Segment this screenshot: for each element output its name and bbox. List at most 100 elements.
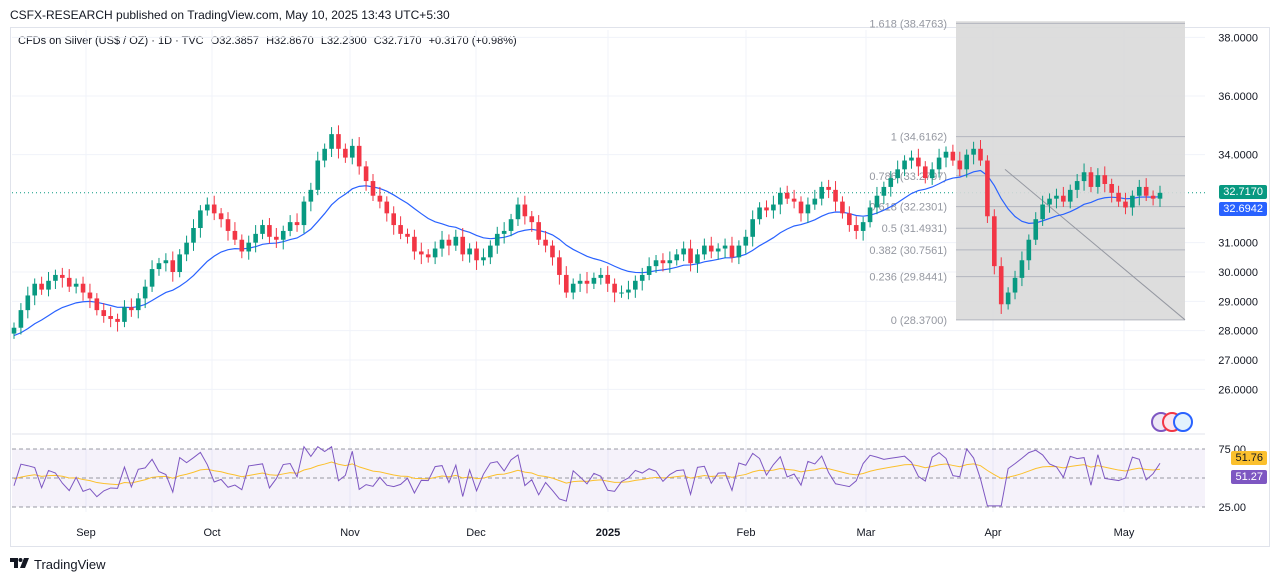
candle-body [1157,192,1163,199]
candle-body [1012,277,1018,293]
candle-body [274,236,279,240]
candle-body [412,236,417,252]
candle-body [515,204,521,220]
candle-body [80,283,86,293]
candle-body [584,280,590,284]
candle-body [550,245,555,258]
candle-body [467,248,472,255]
candle-body [453,236,459,246]
rsi-line [13,445,1161,507]
fib-level-label: 1 (34.6162) [891,132,947,144]
candle-body [156,263,162,270]
fib-level-label: 0.236 (29.8441) [869,272,947,284]
candle-body [909,157,914,161]
price-tick-label: 29.0000 [1218,296,1258,308]
candle-body [778,192,783,205]
candle-body [287,222,293,231]
candle-body [695,254,700,264]
candle-body [32,283,38,296]
candle-body [419,251,424,255]
candle-body [708,245,714,252]
candle-body [570,283,576,293]
candle-body [895,169,900,179]
candle-body [902,160,907,170]
candle-body [522,204,528,217]
candle-body [239,239,245,252]
candle-body [874,195,880,208]
candle-body [563,274,569,293]
candle-body [377,195,383,202]
events-flags-icon[interactable] [1150,410,1196,439]
fib-level-label: 0.5 (31.4931) [882,223,947,235]
candle-body [73,283,79,287]
candle-body [702,245,707,255]
candle-body [343,148,348,158]
fibonacci-retracement[interactable]: 1.618 (38.4763) 1 (34.6162) 0.786 (33.2797… [869,18,1186,327]
candle-body [605,274,611,284]
candle-body [1088,172,1094,187]
candle-body [39,283,44,290]
time-tick-label: Sep [76,527,96,539]
rsi-tick-label: 25.00 [1218,502,1246,514]
candle-body [11,327,17,334]
rsi-signal-line [13,461,1161,486]
candle-body [715,248,721,252]
candle-body [301,201,307,226]
candle-body [294,222,300,226]
candle-body [432,248,438,258]
candle-body [1081,172,1087,182]
time-tick-label: Feb [737,527,756,539]
time-tick-label: Apr [984,527,1001,539]
candle-body [1150,195,1156,199]
candle-body [764,207,769,211]
candle-body [943,151,949,158]
chart-legend: CFDs on Silver (US$ / OZ) · 1D · TVC O32… [18,35,521,47]
candle-body [950,151,956,161]
tradingview-logo-icon [10,556,30,573]
candle-body [1123,201,1128,208]
price-tick-label: 26.0000 [1218,384,1258,396]
candle-body [557,257,562,275]
candle-body [626,289,631,293]
candle-body [494,233,500,246]
candle-body [322,148,327,161]
candle-body [736,245,742,258]
candle-body [218,213,224,220]
fib-level-label: 1.618 (38.4763) [869,18,947,30]
candle-body [329,134,334,149]
candle-body [87,292,93,299]
candles [11,125,1163,339]
candle-body [577,280,583,284]
candle-body [750,219,755,237]
candle-body [840,201,845,214]
time-tick-label: 2025 [596,527,620,539]
candle-body [149,269,155,287]
candle-body [349,145,355,158]
published-caption: CSFX-RESEARCH published on TradingView.c… [10,8,450,22]
candle-body [964,154,969,170]
candle-body [405,233,410,237]
candle-body [356,145,362,167]
price-tick-label: 34.0000 [1218,150,1258,162]
candle-body [853,225,859,231]
time-tick-label: Oct [203,527,220,539]
candle-body [336,134,341,149]
candle-body [881,186,887,196]
brand-name: TradingView [34,557,106,572]
candle-body [460,236,466,255]
candle-body [253,233,258,243]
candle-body [784,192,790,199]
legend-symbol: CFDs on Silver (US$ / OZ) · 1D · TVC [18,35,204,47]
fib-zone [956,21,1185,320]
candle-body [543,239,548,246]
candle-body [1047,198,1052,205]
candle-body [729,245,735,258]
tradingview-brand[interactable]: TradingView [10,556,106,573]
candle-body [225,219,231,231]
candle-body [674,254,680,261]
candle-body [101,310,107,316]
candle-body [639,274,645,281]
last-price-badge: 32.7170 [1219,184,1267,199]
